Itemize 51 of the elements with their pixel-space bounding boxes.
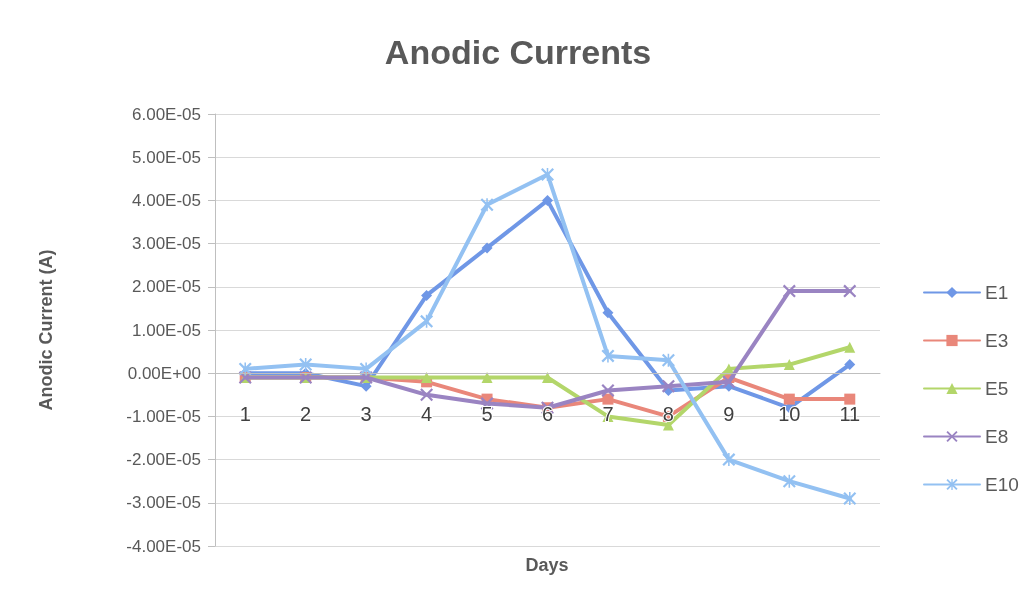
point (844, 393, 856, 405)
point (601, 349, 615, 363)
point (542, 194, 553, 206)
x-tick-label: 2 (300, 403, 312, 426)
point (481, 242, 493, 254)
point (844, 341, 856, 353)
legend-label: E5 (985, 378, 1009, 399)
chart-title: Anodic Currents (384, 33, 652, 71)
point (722, 375, 736, 389)
point (481, 372, 493, 384)
point (661, 379, 675, 393)
y-tick-label: -4.00E-05 (126, 536, 201, 556)
point (782, 284, 796, 298)
y-tick-label: 3.00E-05 (132, 234, 201, 254)
point (480, 198, 494, 212)
point (843, 491, 857, 505)
point (420, 388, 434, 402)
point (421, 372, 433, 384)
y-tick-label: 2.00E-05 (132, 277, 201, 297)
x-tick-label: 11 (839, 403, 861, 426)
legend-label: E8 (985, 426, 1009, 447)
point (542, 372, 553, 384)
x-tick-label: 9 (723, 403, 735, 426)
point (782, 474, 796, 488)
y-tick-label: 0.00E+00 (127, 363, 201, 383)
point (844, 359, 856, 371)
y-tick-label: 4.00E-05 (132, 190, 201, 210)
point (783, 393, 795, 405)
point (722, 453, 736, 467)
legend-label: E3 (985, 330, 1009, 351)
point (602, 393, 614, 405)
y-tick-label: -3.00E-05 (126, 493, 201, 513)
x-tick-label: 5 (481, 403, 493, 426)
y-tick-label: 6.00E-05 (132, 104, 201, 124)
x-tick-label: 3 (360, 403, 372, 426)
y-axis-title: Anodic Current (A) (36, 249, 56, 411)
y-tick-label: -1.00E-05 (126, 406, 201, 426)
legend-label: E1 (985, 282, 1009, 303)
point (421, 289, 433, 301)
point (602, 307, 614, 319)
point (843, 284, 857, 298)
point (601, 383, 615, 397)
x-axis-title: Days (525, 555, 569, 575)
point (783, 359, 795, 371)
y-tick-label: -2.00E-05 (126, 450, 201, 470)
x-tick-label: 10 (778, 403, 801, 426)
x-tick-label: 1 (239, 403, 251, 426)
x-tick-label: 4 (421, 403, 433, 426)
y-tick-label: 1.00E-05 (132, 320, 201, 340)
legend-label: E10 (985, 474, 1019, 495)
y-tick-label: 5.00E-05 (132, 147, 201, 167)
